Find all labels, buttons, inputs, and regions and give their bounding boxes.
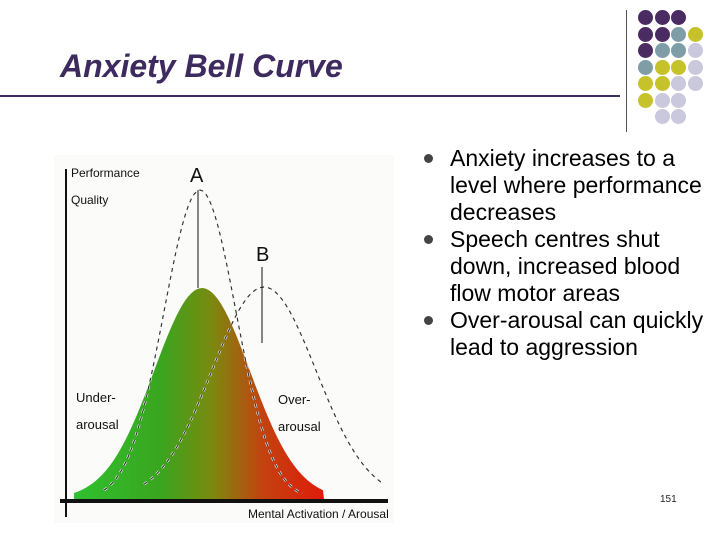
- x-axis-label: Mental Activation / Arousal: [248, 507, 389, 521]
- bullet-item: Anxiety increases to a level where perfo…: [422, 145, 712, 226]
- under-arousal-label-line2: arousal: [76, 417, 119, 432]
- curve-b-outline: [143, 286, 385, 485]
- bullet-dot-icon: [424, 316, 433, 325]
- decor-dot: [687, 26, 703, 42]
- decor-dot: [638, 10, 653, 25]
- bullet-dot-icon: [424, 154, 433, 163]
- decor-dot: [654, 92, 670, 108]
- decor-dot: [671, 109, 686, 124]
- decor-dot: [638, 92, 653, 108]
- bullet-list: Anxiety increases to a level where perfo…: [422, 145, 712, 361]
- page-number: 151: [660, 494, 677, 505]
- bullet-item: Over-arousal can quickly lead to aggress…: [422, 307, 712, 361]
- under-arousal-label-line1: Under-: [76, 390, 116, 405]
- y-axis-label-line1: Performance: [71, 166, 140, 180]
- decor-dot: [687, 59, 703, 75]
- bullet-dot-icon: [424, 235, 433, 244]
- y-axis-label-line2: Quality: [71, 193, 108, 207]
- bullet-text: Speech centres shut down, increased bloo…: [450, 226, 681, 306]
- decor-dot: [654, 10, 670, 25]
- decor-dot: [654, 76, 670, 91]
- decor-dot: [671, 43, 686, 58]
- performance-curve-fill: [74, 288, 324, 499]
- decor-dot: [671, 76, 686, 91]
- bullet-text: Anxiety increases to a level where perfo…: [450, 145, 702, 225]
- decor-dot: [671, 59, 686, 75]
- decor-dot: [638, 43, 653, 58]
- peak-a-label: A: [190, 165, 204, 187]
- decor-vertical-line: [626, 10, 627, 132]
- bullet-item: Speech centres shut down, increased bloo…: [422, 226, 712, 307]
- decor-dot: [654, 43, 670, 58]
- decor-dot: [671, 26, 686, 42]
- decor-dot: [654, 59, 670, 75]
- decor-dot: [638, 59, 653, 75]
- bullet-text: Over-arousal can quickly lead to aggress…: [450, 307, 704, 360]
- slide-title: Anxiety Bell Curve: [60, 48, 343, 84]
- title-underline: [0, 95, 620, 97]
- bell-curve-svg: Performance Quality A B Under- arousal O…: [54, 155, 394, 523]
- decor-dot: [671, 92, 686, 108]
- decor-dot: [654, 109, 670, 124]
- decor-dot: [638, 76, 653, 91]
- decor-dot: [687, 43, 703, 58]
- decor-dot: [638, 26, 653, 42]
- decor-dot: [671, 10, 686, 25]
- peak-b-label: B: [256, 244, 269, 266]
- over-arousal-label-line2: arousal: [278, 419, 321, 434]
- decor-dot: [654, 26, 670, 42]
- decor-dot: [687, 76, 703, 91]
- bell-curve-figure: Performance Quality A B Under- arousal O…: [54, 155, 394, 523]
- over-arousal-label-line1: Over-: [278, 392, 311, 407]
- curve-a-outline: [103, 189, 303, 494]
